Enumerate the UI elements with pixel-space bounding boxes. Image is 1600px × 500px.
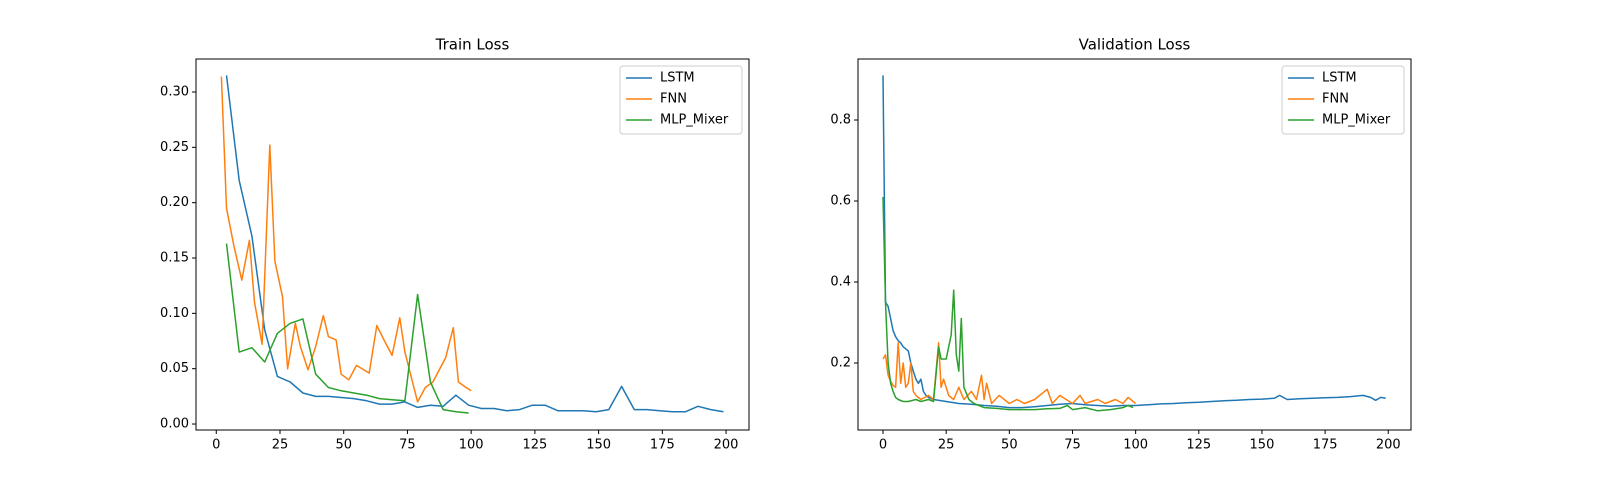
axes-frame — [195, 58, 750, 431]
legend-label: LSTM — [1322, 71, 1357, 86]
legend-label: MLP_Mixer — [1322, 113, 1391, 128]
x-tick-label: 75 — [1064, 438, 1081, 453]
series-line — [220, 76, 472, 403]
legend-label: MLP_Mixer — [660, 113, 729, 128]
x-tick-label: 50 — [1001, 438, 1018, 453]
legend-label: FNN — [660, 92, 687, 107]
x-tick-label: 175 — [650, 438, 675, 453]
y-tick-label: 0.30 — [160, 84, 189, 99]
series-line — [225, 243, 469, 414]
x-tick-label: 50 — [335, 438, 352, 453]
x-tick-label: 75 — [399, 438, 416, 453]
legend-box — [1281, 65, 1405, 135]
x-tick-label: 100 — [459, 438, 484, 453]
x-tick-label: 0 — [212, 438, 220, 453]
series-line — [882, 75, 1386, 409]
chart-title: Validation Loss — [1079, 36, 1191, 54]
x-tick-label: 25 — [272, 438, 289, 453]
series-line — [882, 342, 1137, 405]
y-tick-label: 0.2 — [830, 356, 851, 371]
x-tick-label: 150 — [1250, 438, 1275, 453]
legend-label: FNN — [1322, 92, 1349, 107]
x-tick-label: 25 — [938, 438, 955, 453]
series-line — [225, 75, 724, 413]
x-tick-label: 125 — [522, 438, 547, 453]
x-tick-label: 0 — [879, 438, 887, 453]
y-tick-label: 0.20 — [160, 195, 189, 210]
y-tick-label: 0.05 — [160, 361, 189, 376]
y-tick-label: 0.8 — [830, 112, 851, 127]
legend: LSTM FNN MLP_Mixer — [619, 65, 743, 135]
x-tick-label: 125 — [1186, 438, 1211, 453]
y-tick-label: 0.4 — [830, 275, 851, 290]
y-tick-label: 0.6 — [830, 194, 851, 209]
y-tick-label: 0.00 — [160, 417, 189, 432]
x-tick-label: 200 — [1376, 438, 1401, 453]
y-tick-label: 0.25 — [160, 140, 189, 155]
chart-title: Train Loss — [435, 36, 510, 54]
x-tick-label: 175 — [1313, 438, 1338, 453]
x-tick-label: 200 — [714, 438, 739, 453]
y-tick-label: 0.15 — [160, 251, 189, 266]
series-line — [882, 196, 1134, 412]
y-tick-label: 0.10 — [160, 306, 189, 321]
legend: LSTM FNN MLP_Mixer — [1281, 65, 1405, 135]
x-tick-label: 150 — [586, 438, 611, 453]
legend-box — [619, 65, 743, 135]
legend-label: LSTM — [660, 71, 695, 86]
axes-frame — [857, 58, 1412, 431]
x-tick-label: 100 — [1123, 438, 1148, 453]
